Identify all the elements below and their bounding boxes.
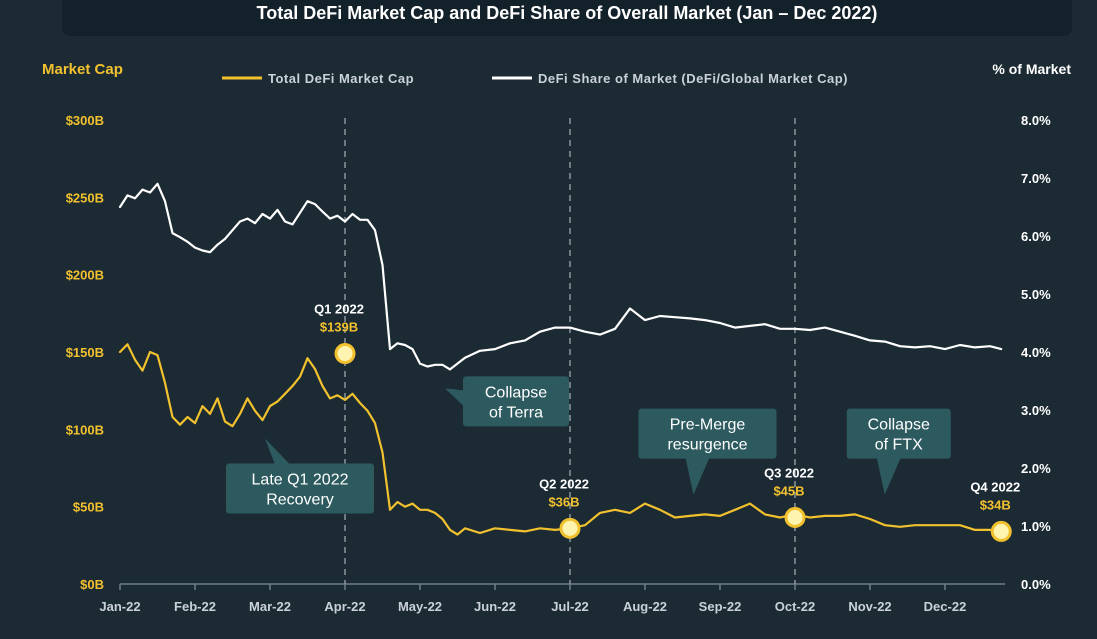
right-tick-label: 8.0% bbox=[1021, 113, 1051, 128]
x-tick-label: Jul-22 bbox=[551, 599, 589, 614]
key-point-marker bbox=[990, 520, 1012, 542]
right-tick-label: 3.0% bbox=[1021, 403, 1051, 418]
x-axis: Jan-22 Feb-22 Mar-22 Apr-22 May-22 Jun-22 Jul-… bbox=[99, 583, 1005, 614]
callout-pointer bbox=[685, 457, 710, 495]
left-tick-label: $150B bbox=[66, 345, 104, 360]
x-tick-label: Feb-22 bbox=[174, 599, 216, 614]
callout-text: Late Q1 2022 bbox=[252, 472, 349, 489]
x-tick-label: Sep-22 bbox=[699, 599, 742, 614]
callout-box bbox=[463, 376, 569, 427]
callout-box bbox=[846, 408, 951, 459]
right-tick-label: 6.0% bbox=[1021, 229, 1051, 244]
legend: Total DeFi Market Cap DeFi Share of Mark… bbox=[222, 71, 848, 86]
x-tick-label: Oct-22 bbox=[775, 599, 815, 614]
x-tick-label: Apr-22 bbox=[324, 599, 365, 614]
annotation-layer: Late Q1 2022 Recovery Collapse of Terra Pre-… bbox=[226, 376, 951, 514]
key-point-marker bbox=[559, 517, 581, 539]
callout-text: Pre-Merge bbox=[670, 417, 746, 434]
x-tick-label: Aug-22 bbox=[623, 599, 667, 614]
callout-text: of Terra bbox=[489, 404, 543, 421]
x-tick-label: Mar-22 bbox=[249, 599, 291, 614]
callout-box bbox=[226, 463, 374, 514]
x-tick-label: Dec-22 bbox=[924, 599, 967, 614]
callout-pointer bbox=[876, 457, 901, 495]
key-point-label: Q4 2022 bbox=[970, 479, 1020, 494]
key-point-value: $45B bbox=[773, 483, 804, 498]
callout-text: resurgence bbox=[667, 437, 747, 454]
left-tick-label: $100B bbox=[66, 422, 104, 437]
right-tick-label: 7.0% bbox=[1021, 171, 1051, 186]
key-point-value: $36B bbox=[548, 494, 579, 509]
x-tick-label: Jan-22 bbox=[99, 599, 140, 614]
callout-text: Recovery bbox=[266, 492, 334, 509]
x-tick-label: Jun-22 bbox=[474, 599, 516, 614]
legend-label-defi-share: DeFi Share of Market (DeFi/Global Market… bbox=[538, 71, 848, 86]
key-point-label: Q3 2022 bbox=[764, 465, 814, 480]
x-tick-label: Nov-22 bbox=[848, 599, 891, 614]
left-tick-label: $200B bbox=[66, 268, 104, 283]
left-axis-ticks: $0B $50B $100B $150B $200B $250B $300B bbox=[66, 113, 104, 592]
callout-text: of FTX bbox=[875, 437, 923, 454]
callout-box bbox=[638, 408, 777, 459]
key-points-layer: Q1 2022 $139B Q2 2022 $36B Q3 2022 $45B Q4 202… bbox=[314, 302, 1020, 542]
key-point-label: Q2 2022 bbox=[539, 476, 589, 491]
right-tick-label: 4.0% bbox=[1021, 345, 1051, 360]
left-tick-label: $250B bbox=[66, 190, 104, 205]
right-axis-title: % of Market bbox=[992, 61, 1071, 77]
left-tick-label: $300B bbox=[66, 113, 104, 128]
key-point-label: Q1 2022 bbox=[314, 302, 364, 317]
callout-pointer bbox=[445, 388, 464, 407]
callout-pointer bbox=[265, 438, 290, 465]
legend-label-defi-cap: Total DeFi Market Cap bbox=[268, 71, 414, 86]
callout-text: Collapse bbox=[485, 384, 547, 401]
key-point-marker bbox=[784, 506, 806, 528]
key-point-value: $34B bbox=[980, 497, 1011, 512]
key-point-value: $139B bbox=[320, 320, 358, 335]
right-tick-label: 2.0% bbox=[1021, 461, 1051, 476]
right-tick-label: 0.0% bbox=[1021, 577, 1051, 592]
key-point-marker bbox=[334, 343, 356, 365]
callout-text: Collapse bbox=[868, 417, 930, 434]
left-tick-label: $0B bbox=[80, 577, 104, 592]
right-tick-label: 5.0% bbox=[1021, 287, 1051, 302]
right-tick-label: 1.0% bbox=[1021, 519, 1051, 534]
right-axis-ticks: 0.0% 1.0% 2.0% 3.0% 4.0% 5.0% 6.0% 7.0% 8.0% bbox=[1021, 113, 1051, 592]
left-axis-title: Market Cap bbox=[42, 61, 123, 78]
x-tick-label: May-22 bbox=[398, 599, 442, 614]
left-tick-label: $50B bbox=[73, 500, 104, 515]
title-bar bbox=[62, 0, 1072, 36]
chart-title: Total DeFi Market Cap and DeFi Share of … bbox=[257, 3, 878, 23]
series-line-defi-share bbox=[118, 182, 1003, 371]
